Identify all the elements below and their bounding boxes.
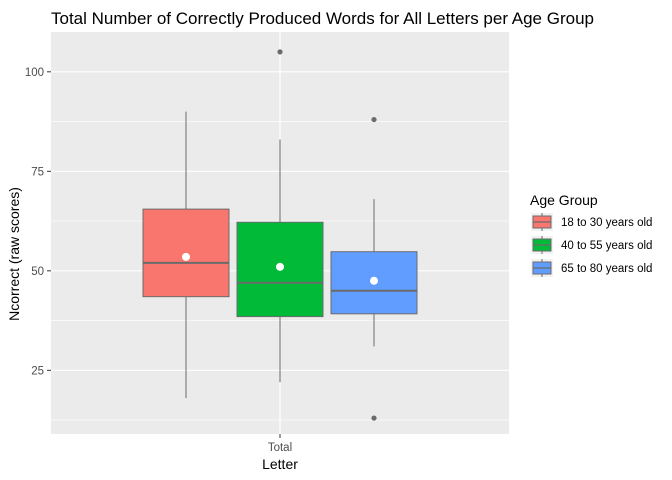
y-tick-label: 50 (31, 266, 44, 278)
x-axis: Total (268, 434, 292, 454)
y-axis-title: Ncorrect (raw scores) (6, 187, 22, 321)
outlier-point (277, 49, 283, 55)
legend-item-1: 18 to 30 years old (531, 213, 652, 231)
legend-item-2: 40 to 55 years old (531, 236, 652, 254)
x-tick-label: Total (268, 442, 292, 454)
mean-point (370, 276, 378, 285)
box-3 (330, 116, 418, 421)
y-tick-label: 25 (31, 365, 44, 377)
legend-label: 18 to 30 years old (561, 217, 652, 229)
mean-point (276, 262, 284, 271)
chart-title: Total Number of Correctly Produced Words… (51, 9, 594, 28)
boxes (142, 49, 418, 421)
box-2 (236, 49, 324, 383)
legend-label: 40 to 55 years old (561, 240, 652, 252)
mean-point (182, 252, 190, 261)
legend-title: Age Group (530, 192, 598, 208)
legend: Age Group 18 to 30 years old 40 to 55 yea… (530, 192, 652, 277)
outlier-point (371, 415, 377, 421)
box-1 (142, 111, 230, 399)
y-tick-label: 75 (31, 166, 44, 178)
outlier-point (371, 116, 377, 123)
legend-item-3: 65 to 80 years old (531, 259, 652, 277)
y-axis: 25 50 75 100 (25, 67, 51, 377)
legend-label: 65 to 80 years old (561, 263, 652, 275)
y-tick-label: 100 (25, 67, 44, 79)
x-axis-title: Letter (262, 456, 298, 472)
